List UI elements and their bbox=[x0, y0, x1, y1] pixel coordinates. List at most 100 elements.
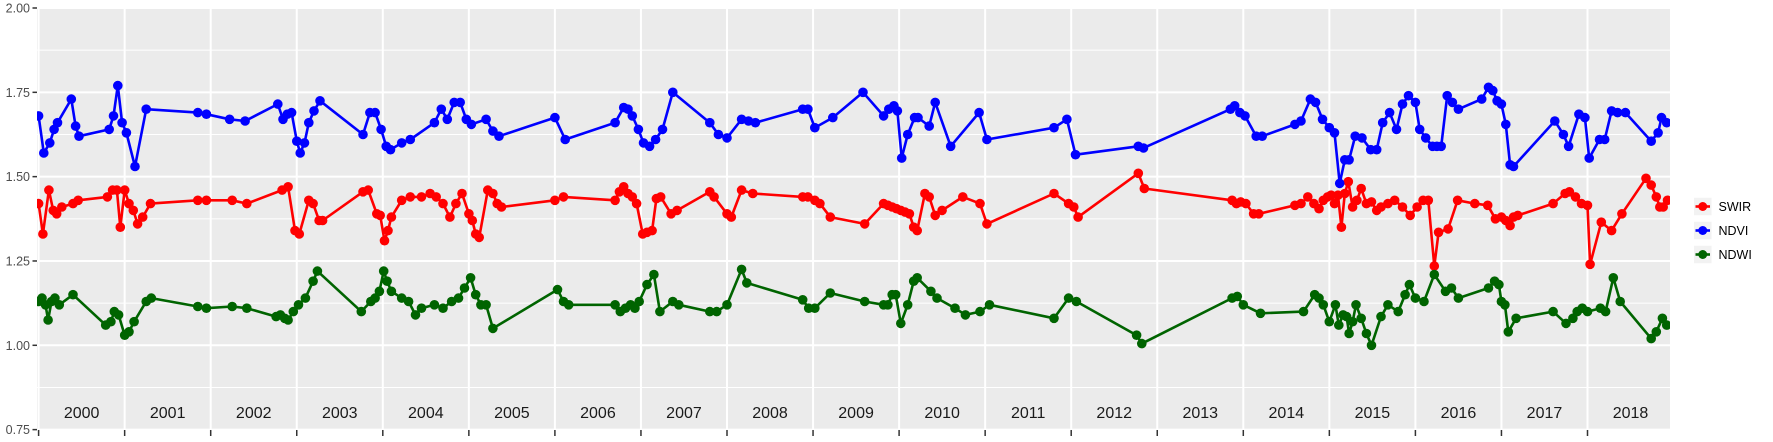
data-point bbox=[726, 212, 737, 222]
data-point bbox=[288, 306, 299, 317]
data-point bbox=[552, 284, 563, 295]
data-point bbox=[44, 185, 54, 195]
data-point bbox=[902, 129, 913, 140]
data-point bbox=[713, 129, 724, 140]
data-point bbox=[1585, 259, 1595, 270]
data-point bbox=[405, 134, 416, 145]
data-point bbox=[455, 97, 466, 108]
x-axis-label: 2017 bbox=[1527, 405, 1563, 422]
data-point bbox=[488, 188, 498, 199]
data-point bbox=[1580, 112, 1590, 123]
data-point bbox=[1483, 283, 1494, 293]
data-point bbox=[488, 323, 498, 334]
data-point bbox=[74, 131, 84, 141]
data-point bbox=[370, 107, 380, 118]
data-point bbox=[453, 293, 464, 303]
data-point bbox=[560, 134, 570, 145]
data-point bbox=[930, 210, 940, 221]
data-point bbox=[1608, 273, 1619, 283]
data-point bbox=[115, 222, 126, 232]
data-point bbox=[1662, 195, 1670, 206]
data-point bbox=[1410, 293, 1421, 303]
data-point bbox=[396, 195, 407, 206]
data-point bbox=[37, 198, 44, 209]
data-point bbox=[459, 283, 470, 293]
data-point bbox=[859, 219, 870, 229]
x-axis-label: 2010 bbox=[924, 405, 960, 422]
data-point bbox=[1453, 293, 1464, 303]
data-point bbox=[657, 124, 668, 135]
x-axis-label: 2016 bbox=[1441, 405, 1477, 422]
data-point bbox=[1641, 173, 1651, 184]
data-point bbox=[43, 315, 53, 325]
data-point bbox=[896, 318, 906, 329]
data-point bbox=[385, 144, 396, 155]
x-axis-label: 2000 bbox=[64, 405, 100, 422]
data-point bbox=[1352, 195, 1362, 206]
data-point bbox=[1344, 328, 1354, 339]
data-point bbox=[45, 138, 55, 148]
data-point bbox=[312, 266, 323, 276]
data-point bbox=[647, 225, 657, 236]
data-point bbox=[1617, 209, 1627, 219]
legend-label: NDVI bbox=[1719, 224, 1749, 238]
data-point bbox=[1329, 198, 1340, 209]
data-point bbox=[108, 111, 119, 121]
data-point bbox=[1548, 306, 1558, 317]
data-point bbox=[1383, 300, 1393, 310]
data-point bbox=[896, 153, 907, 163]
data-point bbox=[429, 117, 440, 128]
data-point bbox=[974, 107, 984, 118]
data-point bbox=[1620, 107, 1631, 118]
legend-row-swir: SWIR bbox=[1694, 197, 1751, 216]
data-point bbox=[1443, 224, 1453, 234]
data-point bbox=[117, 117, 127, 128]
data-point bbox=[1351, 300, 1361, 310]
data-point bbox=[295, 148, 306, 158]
data-point bbox=[1318, 300, 1329, 310]
data-point bbox=[201, 109, 212, 119]
data-point bbox=[1452, 195, 1463, 206]
data-point bbox=[705, 306, 715, 317]
data-point bbox=[892, 106, 903, 116]
data-point bbox=[558, 192, 569, 202]
data-point bbox=[937, 205, 947, 216]
data-point bbox=[1296, 116, 1306, 126]
legend: SWIR NDVI NDWI bbox=[1694, 197, 1752, 264]
data-point bbox=[1453, 104, 1464, 114]
data-point bbox=[1423, 195, 1434, 206]
series-swir bbox=[37, 168, 1670, 271]
x-axis-label: 2015 bbox=[1355, 405, 1391, 422]
data-point bbox=[51, 209, 62, 219]
data-point bbox=[309, 106, 319, 116]
x-axis-year-labels: 2000 2001 2002 2003 2004 2005 2006 2007 2008 2009… bbox=[64, 405, 1649, 422]
data-point bbox=[286, 107, 297, 118]
data-point bbox=[224, 114, 235, 125]
data-point bbox=[474, 232, 485, 243]
data-point bbox=[457, 188, 467, 199]
data-point bbox=[1296, 198, 1306, 209]
data-point bbox=[467, 215, 478, 226]
data-point bbox=[132, 219, 143, 229]
data-point bbox=[317, 215, 328, 226]
data-point bbox=[913, 112, 923, 123]
data-point bbox=[283, 315, 293, 325]
data-point bbox=[1347, 316, 1358, 327]
x-axis-label: 2007 bbox=[666, 405, 702, 422]
data-point bbox=[1062, 114, 1072, 125]
data-point bbox=[930, 97, 940, 108]
data-point bbox=[283, 182, 293, 192]
data-point bbox=[66, 94, 77, 104]
data-point bbox=[1661, 117, 1670, 128]
series-layer bbox=[37, 80, 1670, 351]
data-point bbox=[912, 225, 922, 236]
data-point bbox=[106, 316, 116, 327]
data-point bbox=[1070, 149, 1081, 160]
data-point bbox=[1334, 178, 1345, 189]
x-axis-label: 2011 bbox=[1011, 405, 1046, 422]
data-point bbox=[1600, 306, 1611, 317]
data-point bbox=[644, 141, 655, 152]
x-axis-label: 2008 bbox=[752, 405, 788, 422]
data-point bbox=[1377, 117, 1388, 128]
